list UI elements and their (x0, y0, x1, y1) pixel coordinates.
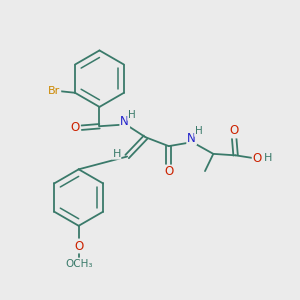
Text: H: H (112, 149, 121, 159)
Text: Br: Br (48, 86, 60, 96)
Text: O: O (230, 124, 239, 137)
Text: O: O (70, 121, 80, 134)
Text: OCH₃: OCH₃ (65, 260, 92, 269)
Text: H: H (195, 126, 202, 136)
Text: H: H (264, 153, 272, 163)
Text: O: O (253, 152, 262, 165)
Text: H: H (128, 110, 135, 120)
Text: O: O (74, 239, 83, 253)
Text: N: N (187, 132, 196, 145)
Text: O: O (164, 166, 173, 178)
Text: N: N (120, 115, 129, 128)
